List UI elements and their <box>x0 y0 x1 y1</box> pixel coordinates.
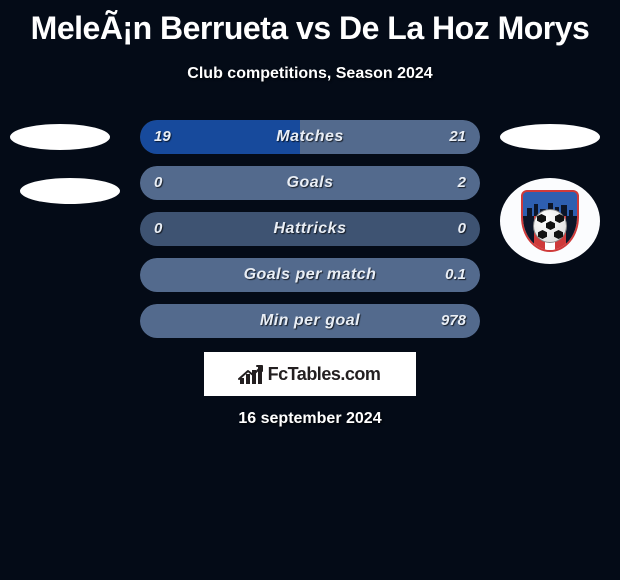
stat-label: Min per goal <box>140 304 480 338</box>
club-logo-right <box>500 178 600 264</box>
soccer-ball-icon <box>533 209 567 243</box>
brand-text: FcTables.com <box>268 364 381 385</box>
stat-label: Goals per match <box>140 258 480 292</box>
stat-value-right: 0.1 <box>445 258 466 292</box>
brand-box: FcTables.com <box>204 352 416 396</box>
date-stamp: 16 september 2024 <box>0 410 620 428</box>
stat-value-right: 0 <box>458 212 466 246</box>
stat-value-right: 2 <box>458 166 466 200</box>
stat-label: Goals <box>140 166 480 200</box>
right-badge-0 <box>500 124 600 150</box>
stat-row: 0 Goals 2 <box>140 166 480 200</box>
stat-row: 19 Matches 21 <box>140 120 480 154</box>
subtitle: Club competitions, Season 2024 <box>0 65 620 83</box>
left-badge-0 <box>10 124 110 150</box>
stat-value-right: 21 <box>449 120 466 154</box>
stat-row: Min per goal 978 <box>140 304 480 338</box>
left-badge-1 <box>20 178 120 204</box>
shield-icon <box>521 190 579 252</box>
stat-rows: 19 Matches 21 0 Goals 2 0 Hattricks 0 Go… <box>140 120 480 350</box>
page-title: MeleÃ¡n Berrueta vs De La Hoz Morys <box>0 0 620 47</box>
stat-label: Matches <box>140 120 480 154</box>
stat-label: Hattricks <box>140 212 480 246</box>
stat-value-right: 978 <box>441 304 466 338</box>
stat-row: 0 Hattricks 0 <box>140 212 480 246</box>
stat-row: Goals per match 0.1 <box>140 258 480 292</box>
brand-chart-icon <box>240 364 264 384</box>
